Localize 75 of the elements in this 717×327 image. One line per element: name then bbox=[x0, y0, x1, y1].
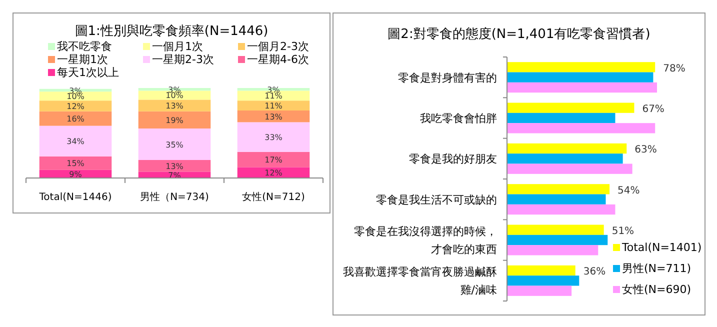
chart-title: 圖2:對零食的態度(N=1,401有吃零食習慣者) bbox=[388, 26, 650, 42]
legend-label: 每天1次以上 bbox=[57, 66, 119, 79]
bar bbox=[138, 111, 211, 128]
data-label: 16% bbox=[66, 114, 85, 124]
bar bbox=[507, 265, 576, 276]
y-tick-label: 我喜歡選擇零食當宵夜勝過鹹酥雞/滷味 bbox=[343, 266, 497, 297]
bar bbox=[507, 234, 608, 246]
data-label: 54% bbox=[618, 185, 640, 196]
y-tick-label: 零食是在我沒得選擇的時候，才會吃的東西 bbox=[354, 225, 497, 256]
bar bbox=[507, 286, 572, 296]
bar bbox=[507, 82, 657, 93]
bar bbox=[507, 184, 610, 194]
bar bbox=[507, 72, 654, 82]
data-label: 10% bbox=[166, 91, 184, 100]
data-label: 13% bbox=[264, 112, 283, 122]
data-label: 51% bbox=[612, 226, 634, 237]
data-label: 67% bbox=[642, 104, 664, 115]
bar bbox=[138, 100, 211, 112]
bar bbox=[507, 102, 634, 113]
y-tick-label: 零食是對身體有害的 bbox=[398, 71, 497, 84]
legend-label: 一個月1次 bbox=[152, 40, 203, 53]
legend-label: 一星期1次 bbox=[57, 53, 108, 66]
data-label: 33% bbox=[264, 133, 283, 142]
bar bbox=[39, 156, 112, 170]
bar bbox=[507, 276, 580, 286]
y-tick-label: 我吃零食會怕胖 bbox=[420, 112, 497, 125]
data-label: 12% bbox=[66, 102, 85, 111]
bar bbox=[507, 62, 656, 72]
legend-label: 我不吃零食 bbox=[57, 40, 112, 53]
data-label: 12% bbox=[264, 168, 283, 178]
bar bbox=[507, 224, 604, 235]
data-label: 13% bbox=[166, 162, 184, 171]
data-label: 11% bbox=[264, 102, 283, 111]
bar bbox=[507, 112, 616, 124]
data-label: 13% bbox=[166, 102, 184, 111]
x-tick-label: Total(N=1446) bbox=[38, 192, 112, 203]
chart-title: 圖1:性別與吃零食頻率(N=1446) bbox=[74, 23, 268, 39]
legend-label: 一星期4-6次 bbox=[247, 53, 309, 66]
data-label: 63% bbox=[634, 144, 657, 156]
bar bbox=[507, 154, 623, 164]
bar bbox=[39, 126, 112, 156]
legend-label: 一個月2-3次 bbox=[247, 40, 309, 53]
data-label: 78% bbox=[663, 63, 686, 74]
bar bbox=[237, 152, 310, 168]
bar bbox=[237, 110, 310, 122]
bar bbox=[507, 245, 598, 256]
y-tick-label: 零食是我生活不可或缺的 bbox=[376, 193, 497, 206]
data-label: 34% bbox=[66, 137, 85, 146]
data-label: 35% bbox=[166, 140, 184, 150]
data-label: 19% bbox=[166, 116, 184, 125]
data-label: 11% bbox=[264, 92, 283, 101]
legend-label: 女性(N=690) bbox=[622, 283, 692, 296]
bar bbox=[507, 123, 656, 134]
bar bbox=[237, 100, 310, 110]
bar bbox=[507, 164, 632, 174]
bar bbox=[507, 204, 616, 215]
legend-label: 一星期2-3次 bbox=[152, 53, 214, 66]
data-label: 9% bbox=[69, 170, 82, 179]
data-label: 36% bbox=[583, 266, 606, 278]
legend-label: Total(N=1401) bbox=[621, 241, 702, 254]
data-label: 10% bbox=[66, 92, 85, 102]
legend-label: 男性(N=711) bbox=[622, 262, 692, 275]
x-tick-label: 男性（N=734) bbox=[140, 191, 210, 203]
bar bbox=[39, 100, 112, 112]
bar bbox=[507, 143, 627, 154]
bar bbox=[237, 122, 310, 152]
bar bbox=[39, 111, 112, 126]
bar bbox=[507, 194, 606, 204]
bar bbox=[138, 160, 211, 172]
x-tick-label: 女性(N=712) bbox=[242, 191, 305, 203]
y-tick-label: 零食是我的好朋友 bbox=[409, 152, 497, 166]
data-label: 17% bbox=[264, 156, 283, 165]
data-label: 15% bbox=[66, 159, 85, 168]
bar bbox=[138, 128, 211, 160]
bar bbox=[237, 167, 310, 178]
